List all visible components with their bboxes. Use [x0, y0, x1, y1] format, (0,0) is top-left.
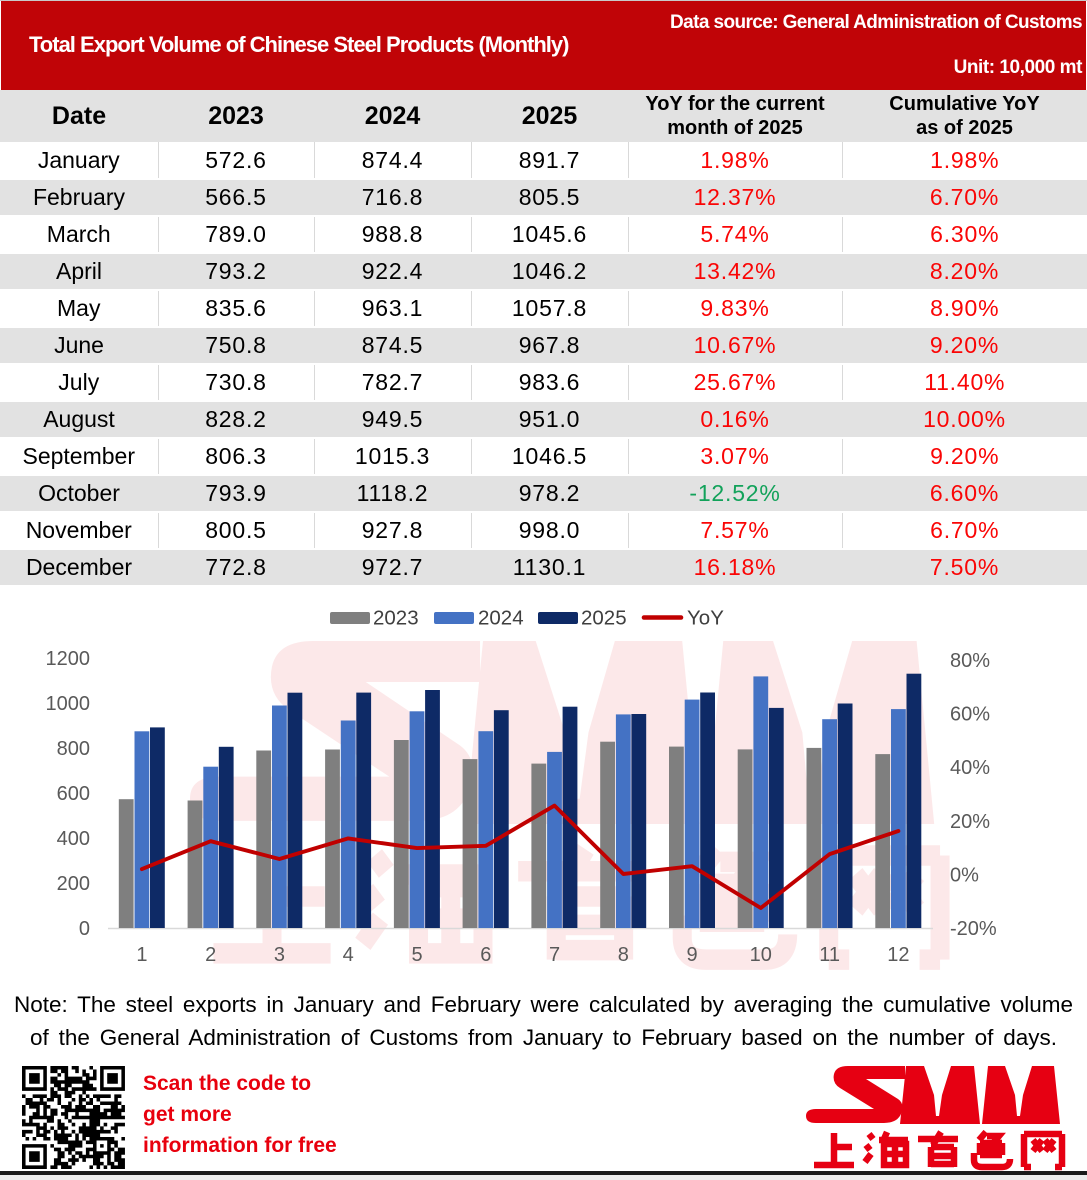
svg-text:8: 8	[618, 944, 629, 966]
svg-text:80%: 80%	[950, 650, 990, 672]
svg-text:2025: 2025	[581, 607, 627, 630]
svg-text:12: 12	[887, 944, 909, 966]
svg-text:40%: 40%	[950, 757, 990, 779]
svg-text:7: 7	[549, 944, 560, 966]
svg-text:200: 200	[57, 873, 90, 895]
svg-text:9: 9	[687, 944, 698, 966]
svg-text:20%: 20%	[950, 811, 990, 833]
svg-text:5: 5	[411, 944, 422, 966]
svg-text:1: 1	[136, 944, 147, 966]
svg-text:600: 600	[57, 783, 90, 805]
svg-text:2023: 2023	[373, 607, 419, 630]
svg-text:YoY: YoY	[687, 607, 724, 630]
svg-text:0: 0	[79, 918, 90, 940]
svg-text:0%: 0%	[950, 864, 979, 886]
svg-text:11: 11	[819, 944, 840, 966]
svg-text:2024: 2024	[478, 607, 524, 630]
svg-text:60%: 60%	[950, 704, 990, 726]
svg-text:400: 400	[57, 828, 90, 850]
svg-text:-20%: -20%	[950, 918, 997, 940]
svg-text:1000: 1000	[46, 693, 91, 715]
svg-text:2: 2	[205, 944, 216, 966]
svg-text:1200: 1200	[46, 648, 91, 670]
svg-text:4: 4	[343, 944, 354, 966]
svg-text:800: 800	[57, 738, 90, 760]
svg-text:3: 3	[274, 944, 285, 966]
svg-text:6: 6	[480, 944, 491, 966]
svg-text:10: 10	[750, 944, 772, 966]
